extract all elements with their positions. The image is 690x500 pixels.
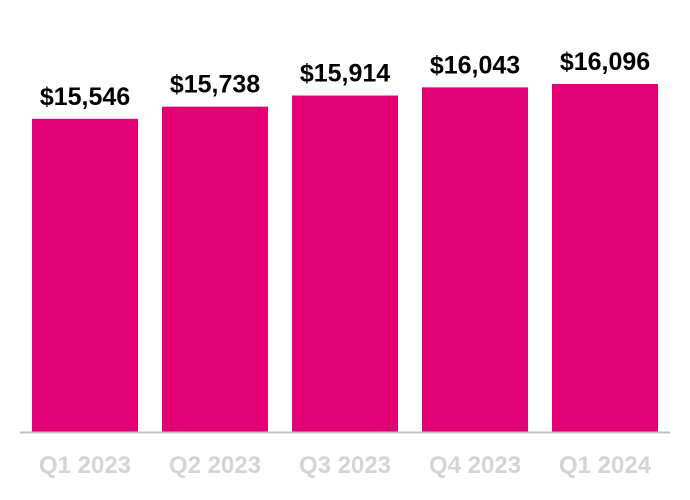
x-tick-label: Q4 2023 <box>429 452 521 479</box>
x-tick-label: Q1 2024 <box>559 452 652 479</box>
x-tick-label: Q2 2023 <box>169 452 261 479</box>
value-label: $16,096 <box>560 48 650 76</box>
x-tick-label: Q1 2023 <box>39 452 131 479</box>
bar-q1-2024 <box>552 84 658 432</box>
bar-q4-2023 <box>422 87 528 432</box>
bar-q1-2023 <box>32 118 138 433</box>
bars-group <box>32 84 658 433</box>
x-tick-label: Q3 2023 <box>299 452 391 479</box>
value-label: $15,546 <box>40 83 130 111</box>
bar-q2-2023 <box>162 106 268 432</box>
x-tick-labels-group: Q1 2023 Q2 2023 Q3 2023 Q4 2023 Q1 2024 <box>39 452 652 479</box>
value-labels-group: $15,546 $15,738 $15,914 $16,043 $16,096 <box>40 48 650 111</box>
value-label: $16,043 <box>430 51 520 79</box>
value-label: $15,914 <box>300 60 390 88</box>
value-label: $15,738 <box>170 71 260 99</box>
bar-q3-2023 <box>292 95 398 432</box>
